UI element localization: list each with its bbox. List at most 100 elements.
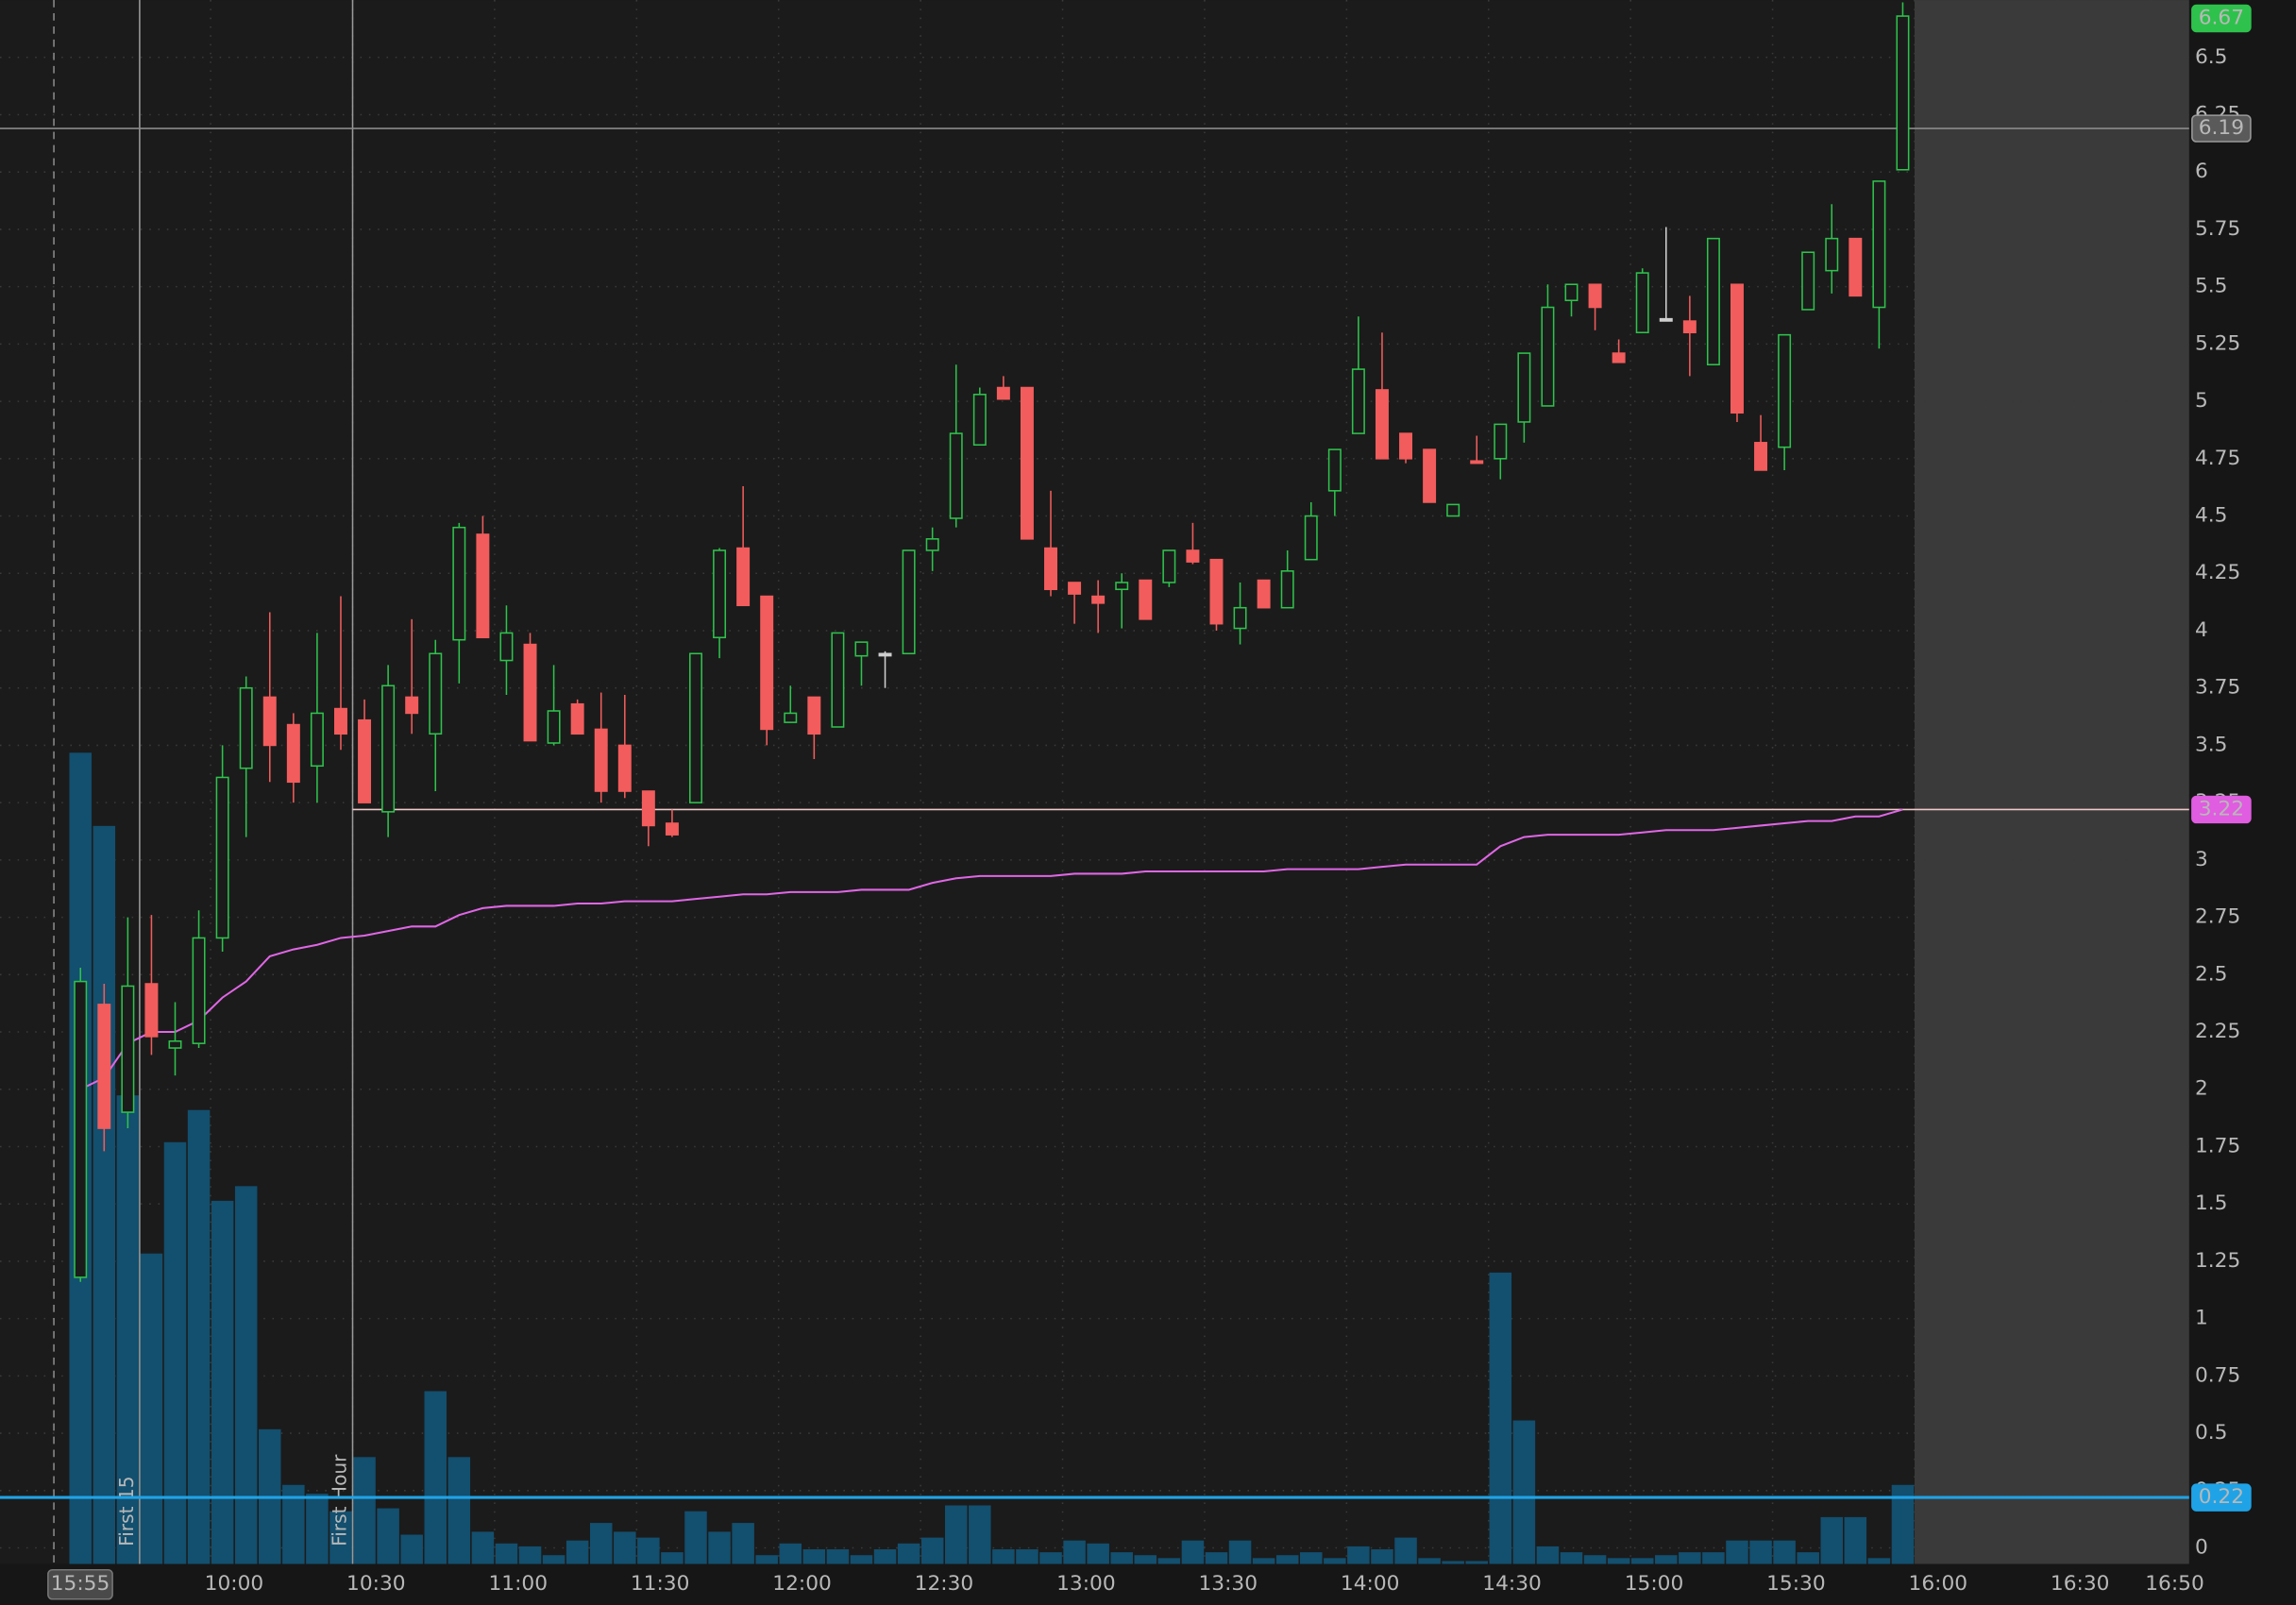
- volume-bar: [211, 1200, 234, 1564]
- y-tick-label: 5.5: [2195, 275, 2228, 298]
- candle-body: [641, 790, 655, 827]
- candle-body: [97, 1004, 111, 1129]
- vwap-line: [79, 808, 1903, 1090]
- volume-bar: [1087, 1543, 1109, 1564]
- volume-bar: [1324, 1558, 1346, 1564]
- y-tick-label: 2.75: [2195, 905, 2240, 929]
- volume-bar: [850, 1555, 873, 1564]
- candle-body: [594, 728, 608, 792]
- volume-bar: [282, 1484, 305, 1564]
- candle-body: [286, 723, 300, 784]
- volume-bar: [140, 1253, 163, 1564]
- y-tick-label: 2.25: [2195, 1020, 2240, 1043]
- volume-bar: [1844, 1516, 1867, 1564]
- candle-body: [523, 643, 537, 742]
- x-tick-label: 16:50: [2145, 1572, 2204, 1596]
- candle-body: [760, 595, 774, 731]
- volume-bar: [920, 1537, 944, 1564]
- candle-body: [1020, 386, 1034, 540]
- price-label: 0.22: [2199, 1485, 2244, 1509]
- y-tick-label: 2.5: [2195, 962, 2228, 986]
- volume-bar: [684, 1511, 707, 1564]
- candle-body: [1139, 579, 1153, 620]
- candle-body: [192, 937, 206, 1044]
- x-tick-label: 11:30: [631, 1572, 690, 1596]
- candle-body: [570, 702, 584, 735]
- y-tick-label: 0.75: [2195, 1363, 2240, 1387]
- volume-bar: [329, 1511, 352, 1564]
- volume-bar: [187, 1109, 211, 1564]
- candle-body: [1280, 570, 1294, 609]
- time-label-box: [47, 1568, 113, 1600]
- price-label: 6.67: [2199, 6, 2244, 29]
- volume-bar: [566, 1540, 589, 1564]
- x-tick-label: 15:55: [51, 1572, 110, 1596]
- y-tick-label: 1.5: [2195, 1191, 2228, 1215]
- candle-body: [262, 696, 277, 747]
- volume-bar: [1465, 1561, 1488, 1564]
- candle-body: [1186, 549, 1200, 563]
- volume-bar: [1063, 1540, 1086, 1564]
- candle-body: [358, 718, 372, 803]
- candle-body: [1730, 283, 1744, 414]
- candle-body: [144, 983, 159, 1038]
- y-tick-label: 1: [2195, 1307, 2208, 1330]
- candle-body: [1517, 352, 1531, 423]
- candle-body: [215, 776, 229, 939]
- x-tick-label: 14:00: [1341, 1572, 1400, 1596]
- candle-body: [1825, 237, 1839, 272]
- y-tick-label: 4.5: [2195, 504, 2228, 528]
- volume-bar: [1512, 1420, 1536, 1564]
- volume-bar: [1749, 1540, 1772, 1564]
- candle-body: [310, 712, 324, 768]
- candle-body: [807, 696, 821, 735]
- candle-body: [1801, 251, 1815, 311]
- volume-bar: [1442, 1561, 1464, 1564]
- candle-body: [1162, 549, 1176, 583]
- y-tick-label: 6: [2195, 160, 2208, 183]
- y-tick-label: 4.25: [2195, 561, 2240, 584]
- candle-body: [1423, 448, 1437, 503]
- candle-body: [1494, 423, 1508, 460]
- price-label: 3.22: [2199, 797, 2244, 820]
- y-tick-label: 3.75: [2195, 676, 2240, 700]
- volume-bar: [1891, 1484, 1915, 1564]
- volume-bar: [1702, 1552, 1725, 1564]
- x-tick-label: 13:30: [1198, 1572, 1258, 1596]
- x-tick-label: 15:30: [1766, 1572, 1826, 1596]
- volume-bar: [969, 1505, 991, 1564]
- candle-body: [168, 1039, 182, 1049]
- volume-bar: [1655, 1555, 1678, 1564]
- candle-body: [74, 980, 88, 1278]
- candle-body: [1706, 237, 1720, 366]
- x-tick-label: 16:30: [2051, 1572, 2110, 1596]
- candle-body: [1233, 606, 1247, 630]
- volume-bar: [1110, 1552, 1133, 1564]
- candle-body: [617, 744, 632, 792]
- candle-body: [239, 686, 253, 769]
- candle-body: [1327, 448, 1342, 492]
- candle-body: [902, 549, 916, 655]
- candle-body: [1635, 272, 1649, 334]
- volume-bar: [306, 1494, 329, 1564]
- volume-bar: [518, 1546, 542, 1564]
- volume-bar: [542, 1555, 566, 1564]
- volume-bar: [353, 1457, 376, 1564]
- candle-body: [405, 696, 419, 715]
- candle-body: [1304, 515, 1318, 561]
- candle-body: [1682, 320, 1697, 334]
- candle-body: [1446, 503, 1460, 517]
- price-label-box: [2191, 4, 2252, 33]
- candle-body: [1091, 595, 1106, 604]
- x-tick-label: 13:00: [1056, 1572, 1116, 1596]
- volume-bar: [614, 1531, 636, 1564]
- volume-bar: [1205, 1552, 1228, 1564]
- plot: 00.250.50.7511.251.51.7522.252.52.7533.2…: [0, 0, 2252, 1600]
- volume-bar: [1157, 1558, 1181, 1564]
- volume-bar: [1228, 1540, 1252, 1564]
- volume-bar: [1181, 1540, 1205, 1564]
- x-tick-label: 10:00: [205, 1572, 264, 1596]
- volume-bar: [447, 1457, 471, 1564]
- volume-bar: [1679, 1552, 1701, 1564]
